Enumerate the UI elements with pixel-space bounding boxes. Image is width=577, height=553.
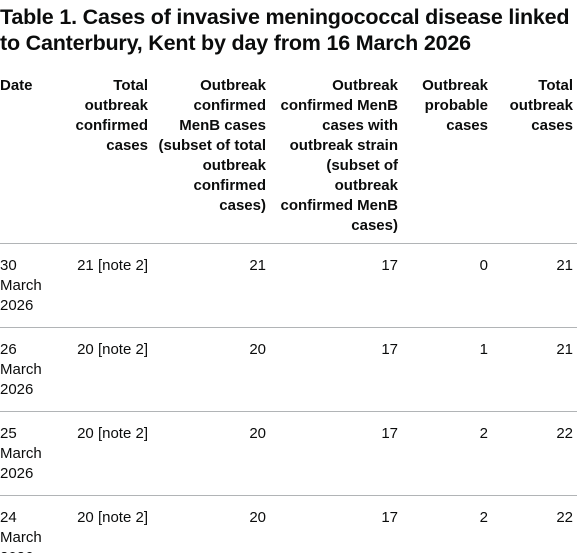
- cell-menb-confirmed: 20: [152, 495, 270, 553]
- cell-probable: 1: [402, 327, 492, 412]
- header-menb-confirmed: Outbreak confirmed MenB cases (subset of…: [152, 70, 270, 244]
- cases-table: Date Total outbreak confirmed cases Outb…: [0, 70, 577, 553]
- cell-total-confirmed: 20 [note 2]: [60, 495, 152, 553]
- cell-menb-confirmed: 20: [152, 327, 270, 412]
- table-row: 24 March 2026 20 [note 2] 20 17 2 22: [0, 495, 577, 553]
- cell-date: 25 March 2026: [0, 411, 60, 496]
- cell-date: 24 March 2026: [0, 495, 60, 553]
- header-probable: Outbreak probable cases: [402, 70, 492, 244]
- cell-probable: 2: [402, 495, 492, 553]
- cell-total-confirmed: 20 [note 2]: [60, 411, 152, 496]
- cell-total-cases: 22: [492, 411, 577, 496]
- cell-menb-confirmed: 20: [152, 411, 270, 496]
- header-menb-outbreak-strain: Outbreak confirmed MenB cases with outbr…: [270, 70, 402, 244]
- cell-probable: 0: [402, 243, 492, 328]
- cell-total-cases: 21: [492, 243, 577, 328]
- cell-menb-confirmed: 21: [152, 243, 270, 328]
- table-row: 25 March 2026 20 [note 2] 20 17 2 22: [0, 411, 577, 496]
- cell-menb-outbreak-strain: 17: [270, 327, 402, 412]
- cell-total-confirmed: 21 [note 2]: [60, 243, 152, 328]
- header-date: Date: [0, 70, 60, 244]
- cell-probable: 2: [402, 411, 492, 496]
- cell-date: 26 March 2026: [0, 327, 60, 412]
- header-total-confirmed: Total outbreak confirmed cases: [60, 70, 152, 244]
- cell-menb-outbreak-strain: 17: [270, 495, 402, 553]
- cell-total-confirmed: 20 [note 2]: [60, 327, 152, 412]
- header-total-cases: Total outbreak cases: [492, 70, 577, 244]
- cell-total-cases: 21: [492, 327, 577, 412]
- table-row: 26 March 2026 20 [note 2] 20 17 1 21: [0, 327, 577, 412]
- table-title: Table 1. Cases of invasive meningococcal…: [0, 5, 570, 55]
- header-row: Date Total outbreak confirmed cases Outb…: [0, 70, 577, 244]
- cell-menb-outbreak-strain: 17: [270, 411, 402, 496]
- table-row: 30 March 2026 21 [note 2] 21 17 0 21: [0, 243, 577, 328]
- cell-date: 30 March 2026: [0, 243, 60, 328]
- cell-menb-outbreak-strain: 17: [270, 243, 402, 328]
- cell-total-cases: 22: [492, 495, 577, 553]
